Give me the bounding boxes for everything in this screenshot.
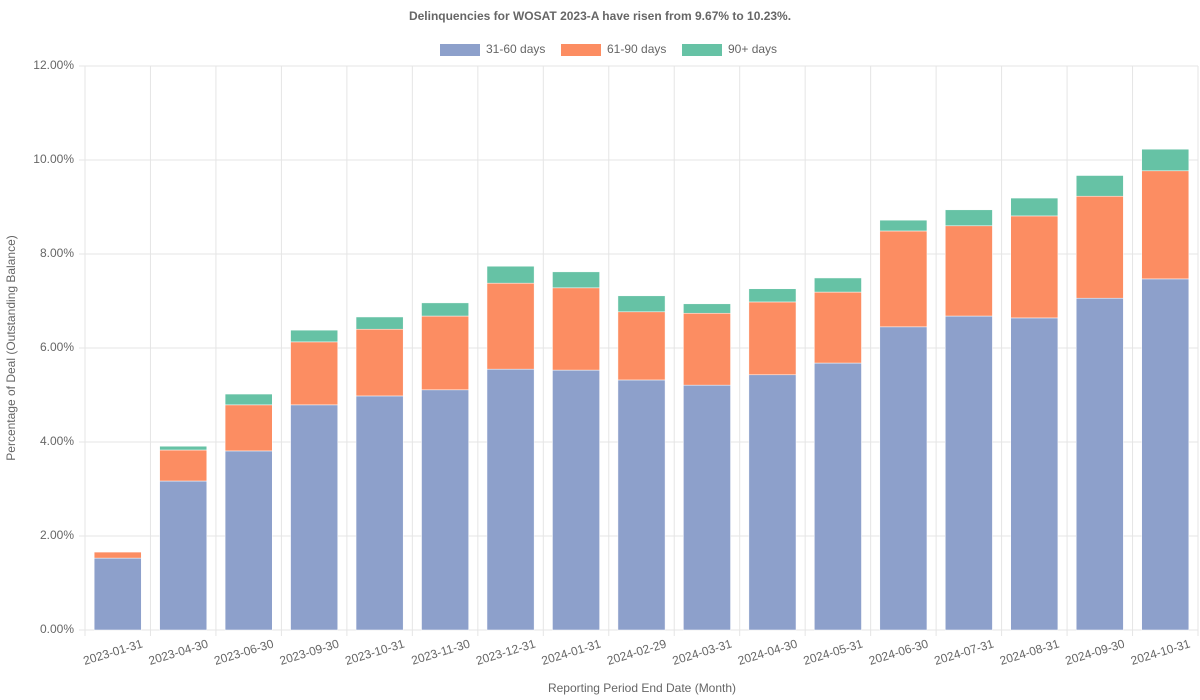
bar-segment xyxy=(159,445,208,451)
x-tick-label: 2024-04-30 xyxy=(736,636,799,667)
bar-segment xyxy=(486,282,535,370)
bar-segment xyxy=(879,326,928,631)
bar-segment xyxy=(355,328,404,397)
bar-segment xyxy=(159,449,208,482)
bar-segment xyxy=(879,230,928,328)
x-tick-label: 2024-10-31 xyxy=(1129,636,1192,667)
bar-segment xyxy=(1075,297,1124,631)
y-tick-label: 8.00% xyxy=(40,246,74,260)
bar-segment xyxy=(1010,215,1059,319)
bar-segment xyxy=(355,395,404,631)
bar-segment xyxy=(224,450,273,631)
y-tick-label: 4.00% xyxy=(40,434,74,448)
legend-label: 31-60 days xyxy=(486,42,545,56)
bar-segment xyxy=(748,374,797,631)
bar-segment xyxy=(1010,197,1059,217)
bar-segment xyxy=(617,311,666,381)
bar-segment xyxy=(814,291,862,364)
bar-segment xyxy=(1141,148,1190,172)
bar-segment xyxy=(552,271,600,289)
bar-segment xyxy=(421,302,469,317)
bar-segment xyxy=(93,551,142,559)
bar-segment xyxy=(748,288,797,303)
x-tick-label: 2023-06-30 xyxy=(212,636,275,667)
bar-segment xyxy=(683,384,731,631)
x-tick-label: 2024-02-29 xyxy=(605,636,668,667)
y-tick-label: 6.00% xyxy=(40,340,74,354)
bar-segment xyxy=(552,369,600,631)
x-axis-title: Reporting Period End Date (Month) xyxy=(548,681,736,695)
bar-segment xyxy=(814,362,862,631)
x-tick-label: 2023-04-30 xyxy=(147,636,210,667)
x-tick-label: 2024-01-31 xyxy=(540,636,603,667)
bar-segment xyxy=(290,404,338,631)
bar-segment xyxy=(617,295,666,313)
bar-segment xyxy=(290,329,338,343)
bar-segment xyxy=(748,301,797,376)
chart-title: Delinquencies for WOSAT 2023-A have rise… xyxy=(409,9,791,23)
bar-segment xyxy=(683,312,731,386)
legend-swatch xyxy=(561,44,601,56)
legend-label: 90+ days xyxy=(728,42,777,56)
x-tick-label: 2024-07-31 xyxy=(933,636,996,667)
bar-segment xyxy=(945,315,993,631)
bar-segment xyxy=(355,316,404,330)
bar-segment xyxy=(617,379,666,631)
bar-segment xyxy=(159,480,208,631)
x-tick-label: 2023-09-30 xyxy=(278,636,341,667)
bar-segment xyxy=(1075,175,1124,197)
x-tick-label: 2023-11-30 xyxy=(410,636,472,667)
bar-segment xyxy=(224,404,273,452)
x-tick-label: 2024-08-31 xyxy=(998,636,1061,667)
bar-segment xyxy=(421,389,469,631)
y-tick-label: 12.00% xyxy=(33,58,74,72)
bar-segment xyxy=(1141,170,1190,280)
bar-segment xyxy=(486,265,535,284)
bar-segment xyxy=(224,393,273,406)
bar-segment xyxy=(290,341,338,406)
bar-segment xyxy=(552,287,600,371)
x-tick-label: 2024-03-31 xyxy=(671,636,734,667)
x-tick-label: 2024-09-30 xyxy=(1064,636,1127,667)
bar-segment xyxy=(486,368,535,631)
bar-segment xyxy=(1075,195,1124,299)
x-tick-label: 2024-05-31 xyxy=(802,636,865,667)
x-tick-label: 2024-06-30 xyxy=(867,636,930,667)
bar-segment xyxy=(683,303,731,314)
bar-segment xyxy=(1141,278,1190,631)
bar-segment xyxy=(945,225,993,317)
x-tick-label: 2023-01-31 xyxy=(81,636,144,667)
y-axis-title: Percentage of Deal (Outstanding Balance) xyxy=(4,235,18,460)
bar-segment xyxy=(945,209,993,227)
legend-label: 61-90 days xyxy=(607,42,666,56)
bar-segment xyxy=(1010,317,1059,631)
bar-segment xyxy=(93,557,142,631)
bar-segment xyxy=(879,219,928,232)
y-tick-label: 2.00% xyxy=(40,528,74,542)
bar-segment xyxy=(814,277,862,293)
x-tick-label: 2023-10-31 xyxy=(343,636,406,667)
y-tick-label: 10.00% xyxy=(33,152,74,166)
y-tick-label: 0.00% xyxy=(40,622,74,636)
legend-swatch xyxy=(682,44,722,56)
x-tick-label: 2023-12-31 xyxy=(474,636,537,667)
bar-segment xyxy=(421,315,469,391)
legend-swatch xyxy=(440,44,480,56)
